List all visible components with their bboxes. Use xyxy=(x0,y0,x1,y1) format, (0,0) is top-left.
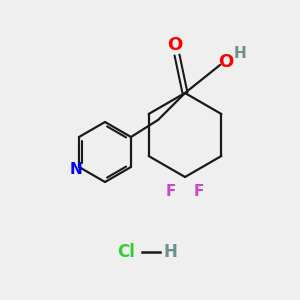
Text: F: F xyxy=(194,184,204,199)
Text: F: F xyxy=(166,184,176,199)
Text: O: O xyxy=(218,53,234,71)
Text: Cl: Cl xyxy=(117,243,135,261)
Text: H: H xyxy=(163,243,177,261)
Text: H: H xyxy=(234,46,246,61)
Text: N: N xyxy=(70,161,83,176)
Text: O: O xyxy=(167,36,183,54)
